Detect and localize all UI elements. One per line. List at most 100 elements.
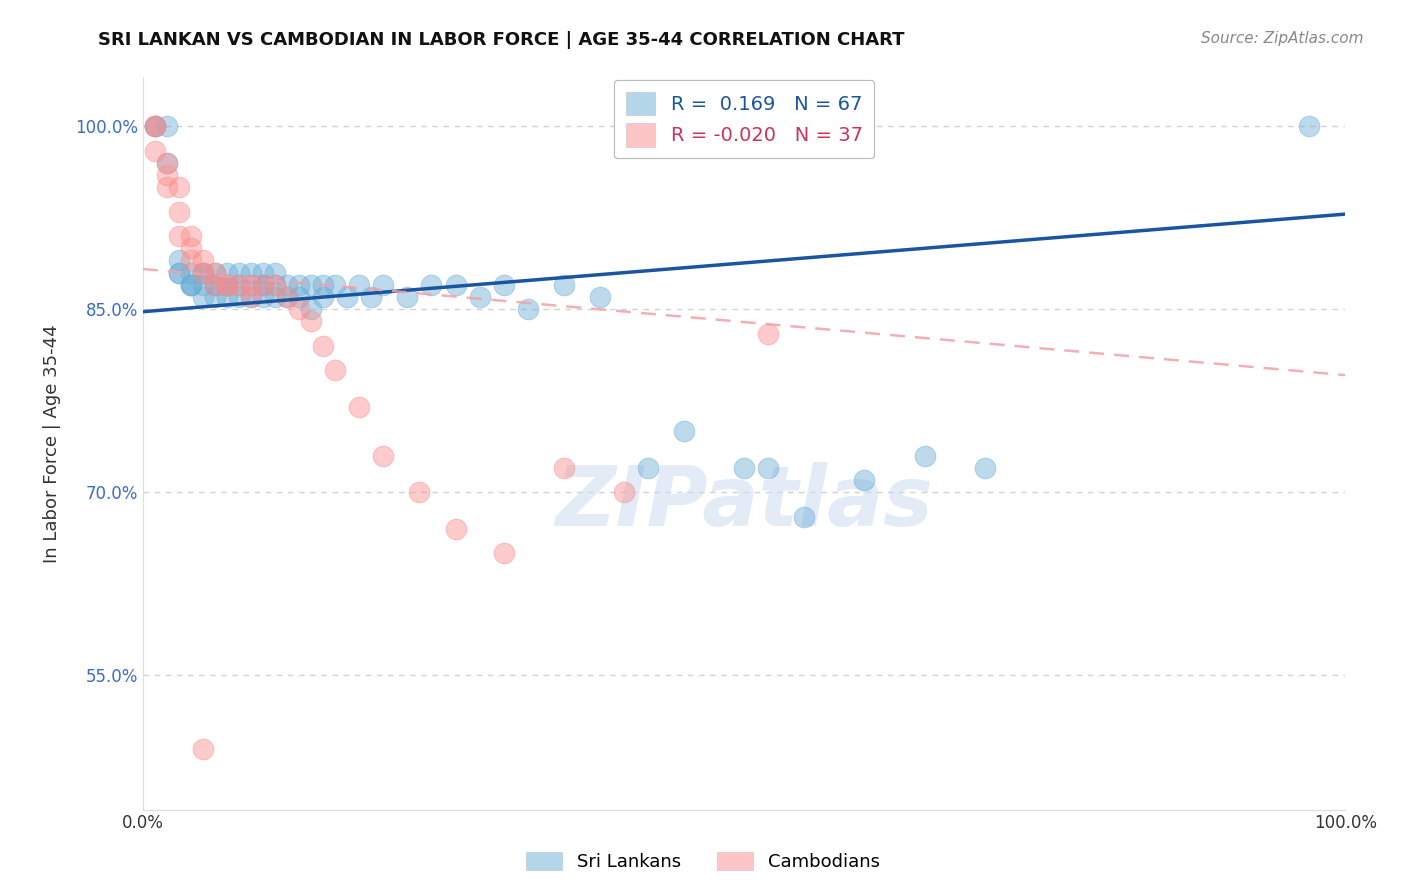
Point bbox=[299, 314, 322, 328]
Point bbox=[180, 277, 202, 292]
Point bbox=[215, 277, 238, 292]
Legend: R =  0.169   N = 67, R = -0.020   N = 37: R = 0.169 N = 67, R = -0.020 N = 37 bbox=[614, 80, 875, 159]
Point bbox=[180, 277, 202, 292]
Point bbox=[156, 156, 179, 170]
Point bbox=[323, 363, 346, 377]
Point bbox=[323, 277, 346, 292]
Point bbox=[276, 290, 298, 304]
Point bbox=[191, 266, 214, 280]
Point bbox=[204, 277, 226, 292]
Text: SRI LANKAN VS CAMBODIAN IN LABOR FORCE | AGE 35-44 CORRELATION CHART: SRI LANKAN VS CAMBODIAN IN LABOR FORCE |… bbox=[98, 31, 905, 49]
Point bbox=[299, 277, 322, 292]
Point bbox=[914, 449, 936, 463]
Point bbox=[204, 266, 226, 280]
Point bbox=[492, 546, 515, 560]
Point bbox=[228, 277, 250, 292]
Legend: Sri Lankans, Cambodians: Sri Lankans, Cambodians bbox=[519, 845, 887, 879]
Point bbox=[853, 473, 876, 487]
Point bbox=[191, 266, 214, 280]
Point bbox=[1298, 120, 1320, 134]
Point bbox=[156, 180, 179, 194]
Y-axis label: In Labor Force | Age 35-44: In Labor Force | Age 35-44 bbox=[44, 324, 60, 563]
Point bbox=[516, 302, 538, 317]
Point bbox=[167, 266, 190, 280]
Point bbox=[733, 461, 755, 475]
Point bbox=[191, 277, 214, 292]
Point bbox=[143, 120, 166, 134]
Point bbox=[468, 290, 491, 304]
Point bbox=[191, 290, 214, 304]
Point bbox=[349, 277, 371, 292]
Point bbox=[215, 266, 238, 280]
Point bbox=[143, 144, 166, 158]
Point bbox=[240, 277, 263, 292]
Point bbox=[264, 266, 287, 280]
Point bbox=[349, 400, 371, 414]
Point bbox=[156, 168, 179, 182]
Point bbox=[191, 741, 214, 756]
Point bbox=[180, 253, 202, 268]
Point bbox=[312, 339, 335, 353]
Point bbox=[373, 277, 395, 292]
Point bbox=[264, 277, 287, 292]
Point bbox=[191, 253, 214, 268]
Point bbox=[240, 277, 263, 292]
Point bbox=[215, 277, 238, 292]
Point bbox=[252, 290, 274, 304]
Point bbox=[756, 461, 779, 475]
Point bbox=[673, 425, 696, 439]
Point bbox=[444, 522, 467, 536]
Point bbox=[553, 277, 575, 292]
Point bbox=[204, 290, 226, 304]
Point bbox=[215, 277, 238, 292]
Point bbox=[240, 290, 263, 304]
Point bbox=[215, 290, 238, 304]
Point bbox=[492, 277, 515, 292]
Point bbox=[973, 461, 995, 475]
Point bbox=[252, 277, 274, 292]
Point bbox=[252, 266, 274, 280]
Point bbox=[228, 290, 250, 304]
Point bbox=[288, 302, 311, 317]
Point bbox=[167, 253, 190, 268]
Point bbox=[420, 277, 443, 292]
Point bbox=[396, 290, 419, 304]
Point bbox=[637, 461, 659, 475]
Point bbox=[299, 302, 322, 317]
Point bbox=[264, 290, 287, 304]
Point bbox=[360, 290, 382, 304]
Point bbox=[312, 290, 335, 304]
Point bbox=[288, 277, 311, 292]
Point bbox=[143, 120, 166, 134]
Point bbox=[167, 266, 190, 280]
Point bbox=[180, 277, 202, 292]
Point bbox=[276, 290, 298, 304]
Point bbox=[204, 277, 226, 292]
Point bbox=[793, 509, 815, 524]
Point bbox=[240, 266, 263, 280]
Point bbox=[444, 277, 467, 292]
Point bbox=[191, 266, 214, 280]
Point bbox=[373, 449, 395, 463]
Point bbox=[252, 277, 274, 292]
Point bbox=[180, 241, 202, 255]
Point bbox=[264, 277, 287, 292]
Text: ZIPatlas: ZIPatlas bbox=[555, 461, 934, 542]
Point bbox=[336, 290, 359, 304]
Point bbox=[204, 266, 226, 280]
Text: Source: ZipAtlas.com: Source: ZipAtlas.com bbox=[1201, 31, 1364, 46]
Point bbox=[553, 461, 575, 475]
Point bbox=[167, 229, 190, 244]
Point bbox=[143, 120, 166, 134]
Point bbox=[288, 290, 311, 304]
Point bbox=[408, 485, 430, 500]
Point bbox=[180, 229, 202, 244]
Point bbox=[143, 120, 166, 134]
Point bbox=[228, 266, 250, 280]
Point bbox=[228, 277, 250, 292]
Point bbox=[156, 120, 179, 134]
Point bbox=[240, 290, 263, 304]
Point bbox=[204, 277, 226, 292]
Point bbox=[167, 204, 190, 219]
Point bbox=[156, 156, 179, 170]
